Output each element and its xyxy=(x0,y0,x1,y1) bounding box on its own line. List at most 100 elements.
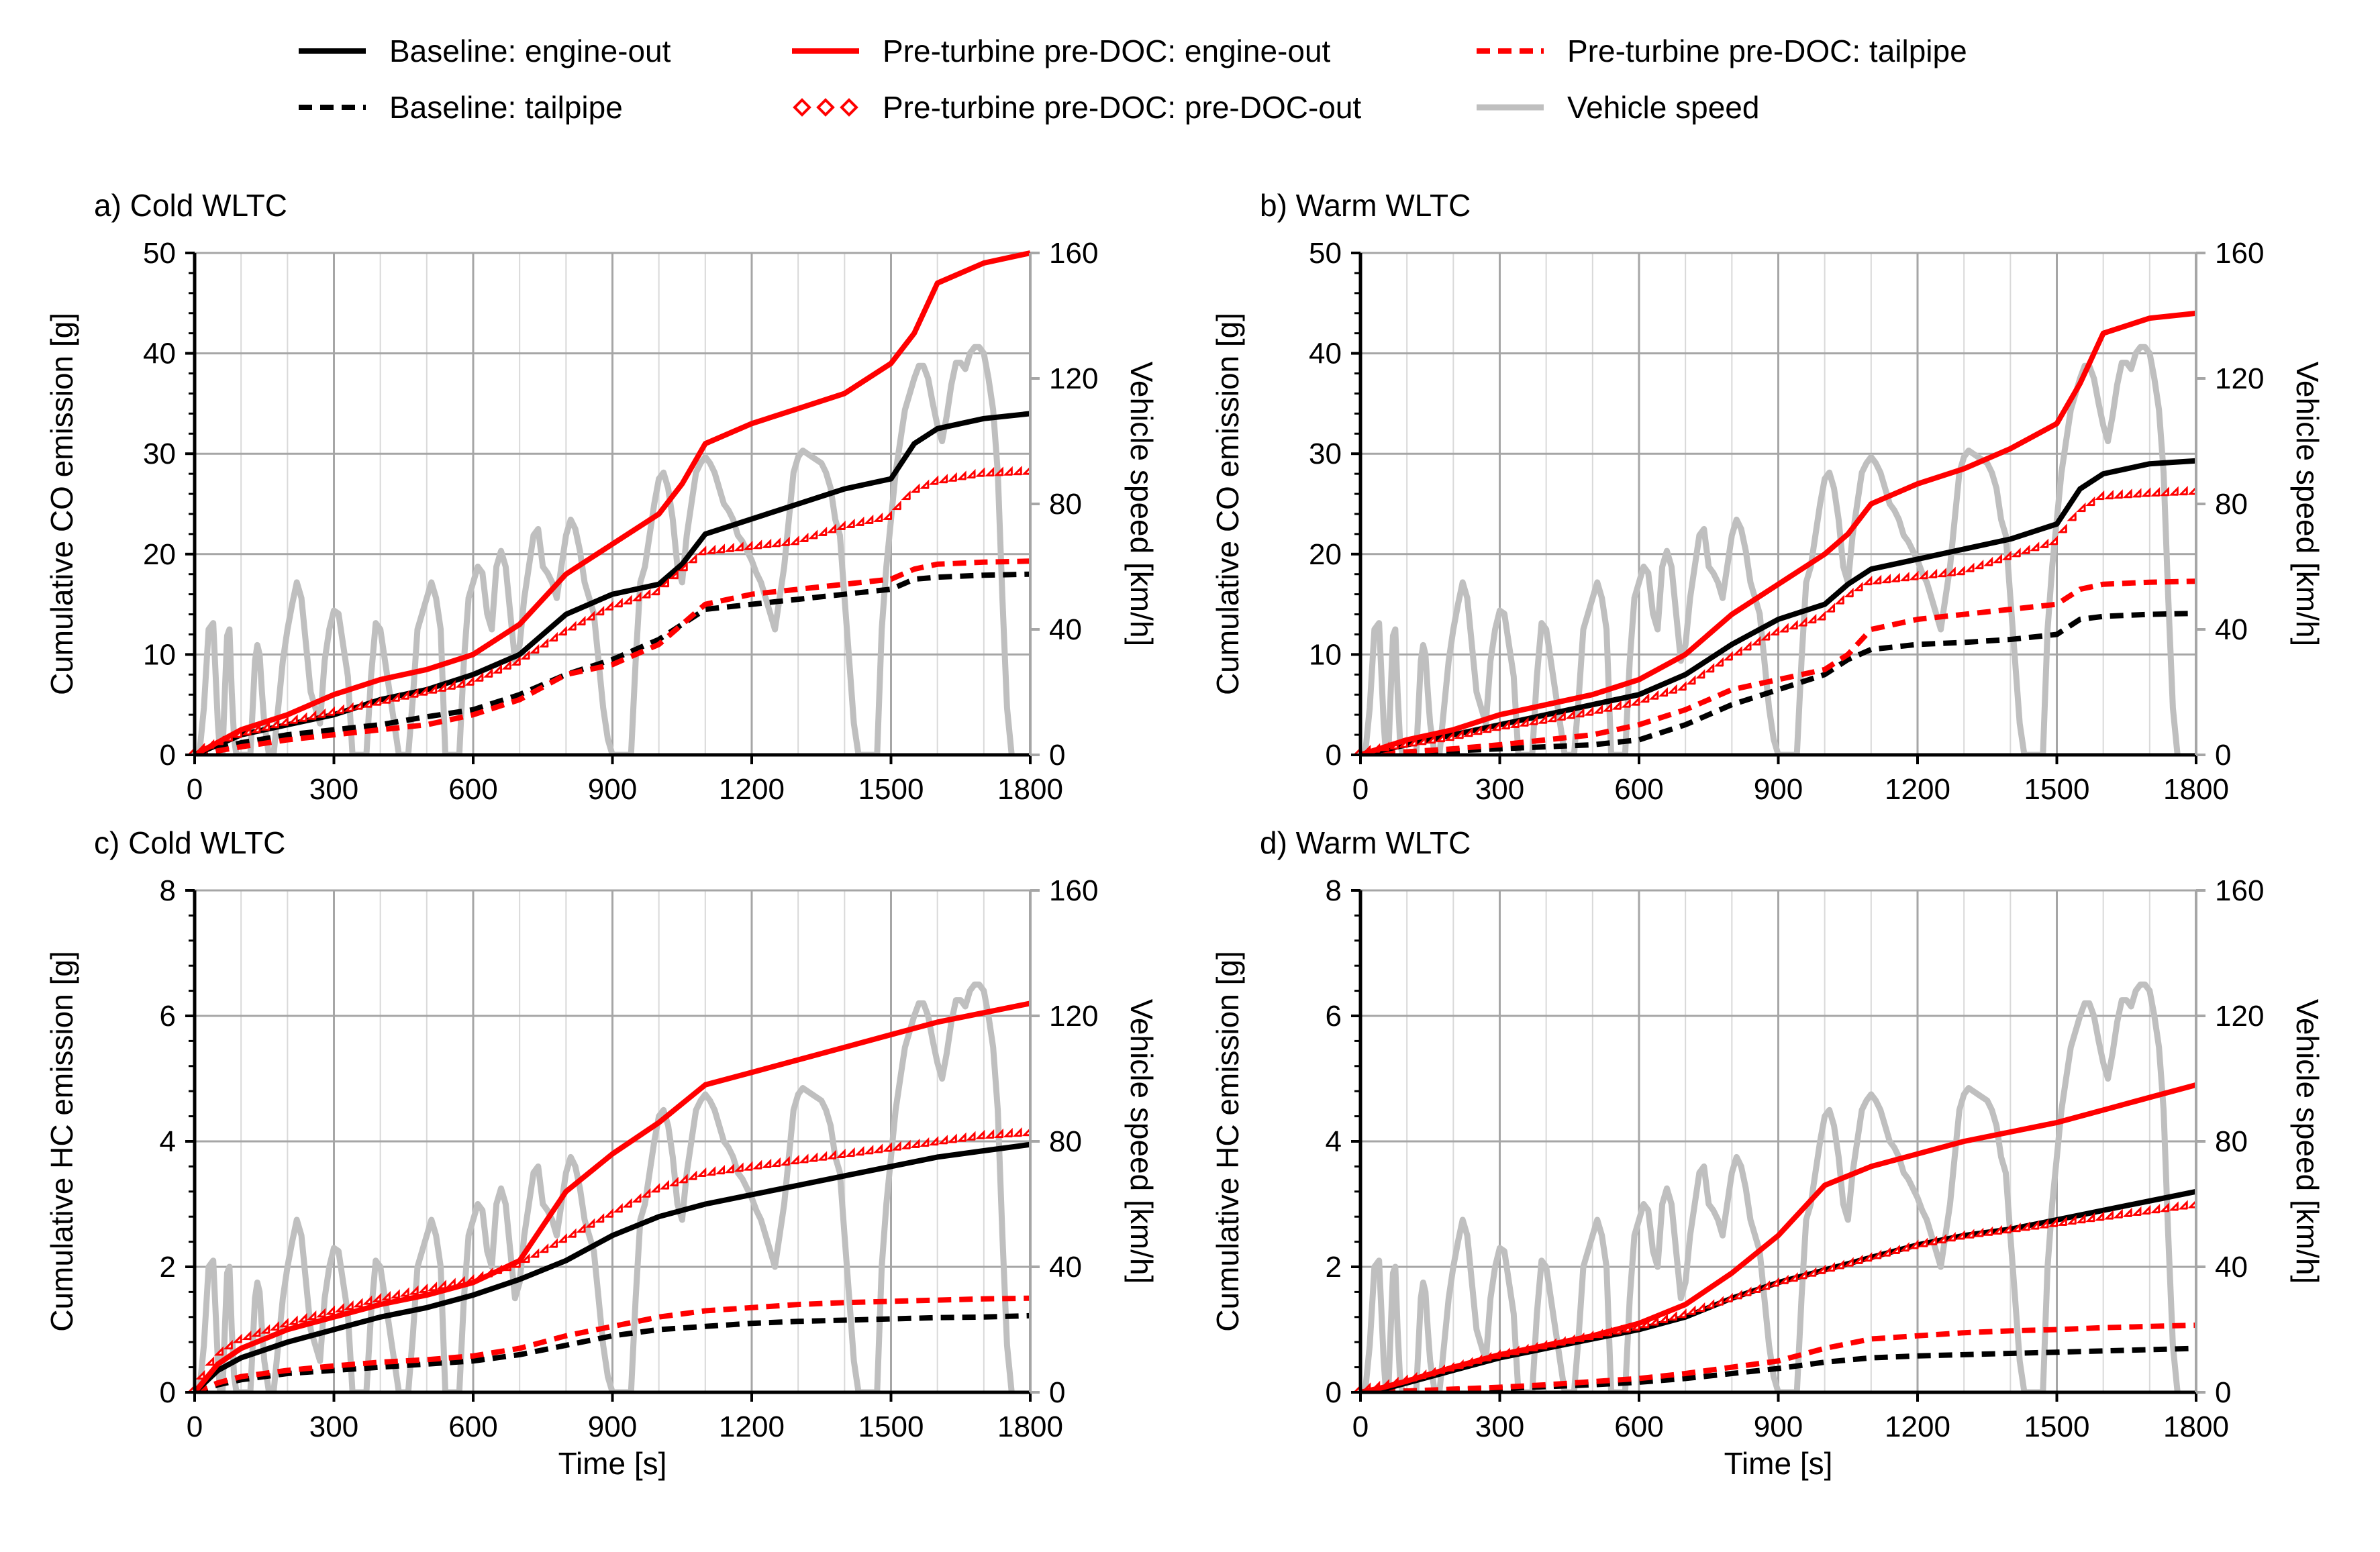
legend-label-ptp_eo: Pre-turbine pre-DOC: engine-out xyxy=(883,34,1331,68)
x-tick-label: 1200 xyxy=(719,1410,785,1443)
data-point-ptp_pdo xyxy=(362,1295,373,1305)
data-point-ptp_pdo xyxy=(2122,1207,2132,1217)
data-point-ptp_pdo xyxy=(2076,1214,2086,1224)
series-base_tp xyxy=(1360,1345,2196,1392)
series-ptp_eo xyxy=(1360,1082,2196,1392)
x-tick-label: 900 xyxy=(588,1410,637,1443)
data-point-ptp_pdo xyxy=(854,1146,864,1156)
data-point-ptp_pdo xyxy=(1881,574,1891,584)
y-tick-label: 2 xyxy=(1326,1251,1342,1284)
data-point-ptp_pdo xyxy=(316,708,326,718)
data-point-ptp_pdo xyxy=(1751,1283,1761,1293)
data-point-ptp_pdo xyxy=(288,1315,298,1325)
data-point-ptp_pdo xyxy=(2169,486,2179,496)
data-point-ptp_pdo xyxy=(1546,713,1557,723)
data-point-ptp_pdo xyxy=(1621,698,1631,708)
y-axis-title: Cumulative CO emission [g] xyxy=(44,313,79,695)
data-point-ptp_pdo xyxy=(1899,572,1910,582)
legend-item-ptp_tp: Pre-turbine pre-DOC: tailpipe xyxy=(1477,34,1967,68)
y2-axis-title: Vehicle speed [km/h] xyxy=(1124,362,1159,646)
y-tick-label: 40 xyxy=(1309,338,1342,370)
data-point-ptp_pdo xyxy=(213,1346,224,1356)
data-point-ptp_pdo xyxy=(743,1161,753,1171)
y2-axis-title: Vehicle speed [km/h] xyxy=(2290,362,2325,646)
data-point-ptp_pdo xyxy=(325,706,336,716)
data-point-ptp_pdo xyxy=(854,516,864,526)
data-point-ptp_pdo xyxy=(1500,719,1510,730)
y-tick-label: 0 xyxy=(160,1376,176,1409)
data-point-ptp_pdo xyxy=(734,1162,744,1172)
data-point-ptp_pdo xyxy=(585,611,595,621)
data-point-ptp_pdo xyxy=(1769,625,1780,636)
data-point-ptp_pdo xyxy=(409,688,419,698)
data-point-ptp_pdo xyxy=(566,1228,577,1238)
data-point-ptp_pdo xyxy=(2103,1210,2114,1220)
data-point-ptp_pdo xyxy=(882,510,893,520)
x-axis-title: Time [s] xyxy=(558,1446,667,1481)
data-point-ptp_pdo xyxy=(307,1310,317,1321)
data-point-ptp_pdo xyxy=(1444,731,1454,741)
data-point-ptp_pdo xyxy=(1705,1299,1715,1309)
data-point-ptp_pdo xyxy=(771,537,781,548)
data-point-ptp_pdo xyxy=(891,1141,901,1151)
data-point-ptp_pdo xyxy=(929,475,939,485)
data-point-ptp_pdo xyxy=(1761,1280,1771,1290)
series-vehicle-speed xyxy=(1360,981,2181,1392)
data-point-ptp_pdo xyxy=(260,721,270,731)
data-point-ptp_pdo xyxy=(455,678,465,688)
data-point-ptp_pdo xyxy=(1863,1252,1873,1262)
data-point-ptp_pdo xyxy=(1677,681,1687,691)
y-axis-title: Cumulative CO emission [g] xyxy=(1210,313,1245,695)
data-point-ptp_pdo xyxy=(836,1148,846,1158)
data-point-ptp_pdo xyxy=(520,650,530,660)
data-point-ptp_pdo xyxy=(2076,502,2086,513)
data-point-ptp_pdo xyxy=(307,710,317,720)
data-point-ptp_pdo xyxy=(891,500,901,511)
series-vehicle-speed xyxy=(195,344,1015,755)
series-ptp_pdo xyxy=(186,1127,1032,1394)
data-point-ptp_pdo xyxy=(622,1198,632,1208)
data-point-ptp_pdo xyxy=(817,1151,828,1161)
data-point-ptp_pdo xyxy=(1797,617,1807,627)
data-point-ptp_pdo xyxy=(595,1213,605,1223)
data-point-ptp_pdo xyxy=(1463,727,1473,737)
y2-tick-label: 40 xyxy=(2215,613,2248,646)
data-point-ptp_pdo xyxy=(985,1129,995,1139)
data-point-ptp_pdo xyxy=(1426,734,1436,744)
data-point-ptp_pdo xyxy=(269,719,280,729)
data-point-ptp_pdo xyxy=(1677,1308,1687,1318)
x-tick-label: 1500 xyxy=(2024,773,2090,806)
data-point-ptp_pdo xyxy=(2067,511,2077,521)
series-ptp_eo xyxy=(195,1000,1030,1392)
data-point-ptp_pdo xyxy=(1872,1249,1882,1259)
data-point-ptp_pdo xyxy=(2132,488,2142,498)
data-point-ptp_pdo xyxy=(1732,1290,1742,1300)
data-point-ptp_pdo xyxy=(724,542,734,552)
data-point-ptp_pdo xyxy=(1407,737,1418,747)
data-point-ptp_pdo xyxy=(362,698,373,708)
data-point-ptp_pdo xyxy=(2141,1204,2151,1215)
legend-item-base_tp: Baseline: tailpipe xyxy=(299,90,623,125)
data-point-ptp_pdo xyxy=(2159,486,2170,497)
data-point-ptp_pdo xyxy=(1519,717,1529,727)
data-point-ptp_pdo xyxy=(2085,496,2095,507)
x-tick-label: 1500 xyxy=(858,773,924,806)
data-point-ptp_pdo xyxy=(2048,1217,2059,1227)
data-point-ptp_pdo xyxy=(632,592,642,602)
data-point-ptp_pdo xyxy=(1983,556,1993,566)
legend-label-base_tp: Baseline: tailpipe xyxy=(389,90,623,125)
data-point-ptp_pdo xyxy=(1649,690,1659,700)
y2-tick-label: 80 xyxy=(2215,1125,2248,1158)
data-point-ptp_pdo xyxy=(576,1223,586,1233)
data-point-ptp_pdo xyxy=(436,682,447,692)
data-point-ptp_pdo xyxy=(205,1356,215,1366)
data-point-ptp_pdo xyxy=(2011,548,2021,558)
y2-tick-label: 0 xyxy=(2215,1376,2231,1409)
data-point-ptp_pdo xyxy=(789,1155,799,1165)
data-point-ptp_pdo xyxy=(622,594,632,605)
data-point-ptp_pdo xyxy=(1686,1305,1696,1315)
data-point-ptp_pdo xyxy=(548,631,558,642)
panel-title: d) Warm WLTC xyxy=(1260,825,1471,860)
legend-label-ptp_tp: Pre-turbine pre-DOC: tailpipe xyxy=(1567,34,1967,68)
data-point-ptp_pdo xyxy=(399,690,409,700)
